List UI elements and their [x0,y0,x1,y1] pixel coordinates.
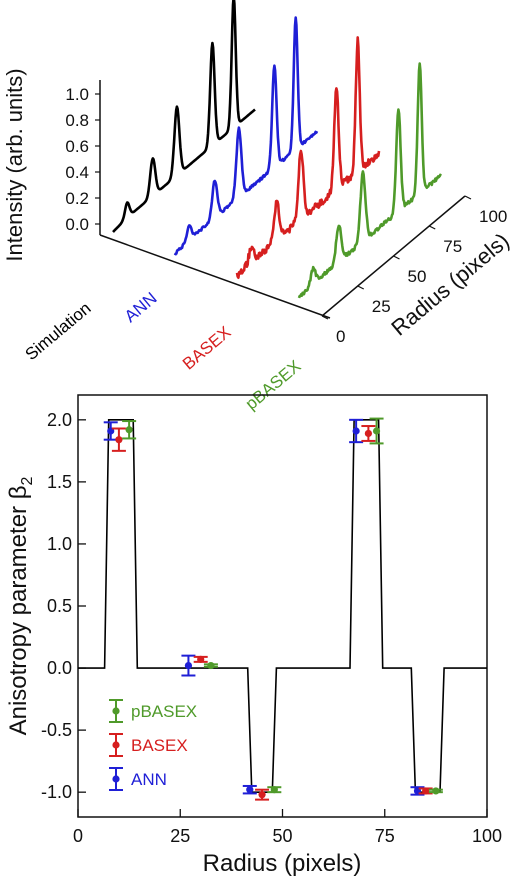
anisotropy-data-points [103,417,443,801]
waterfall-y-axis-title: Intensity (arb. units) [2,68,27,261]
x-axis-title: Radius (pixels) [203,850,362,877]
data-point-ann [103,421,118,441]
method-axis-line [99,234,331,319]
y-tick-label: -1.0 [41,782,72,802]
legend-item-pbasex: pBASEX [109,699,197,723]
data-point-ann [181,654,196,677]
data-point-ann [349,418,364,444]
anisotropy-chart: 0 25 50 75 100 -1.0 -0.5 0.0 0.5 1.0 1.5 2.0 pBASEX… [5,394,502,877]
data-point-basex [111,427,126,452]
y-tick-label: 0.0 [47,658,72,678]
y-tick-label: 0.5 [47,596,72,616]
y-tick-label: 2.0 [47,410,72,430]
data-point-pbasex [369,417,384,445]
series-line-ann [173,16,319,256]
y-axis-title-main: Anisotropy parameter β [5,485,32,735]
intensity-tick-label: 1.0 [65,85,89,104]
radius-tick-mark [464,195,472,200]
x-tick-label: 25 [170,826,190,846]
data-point-pbasex [428,787,443,795]
waterfall-radius-ticks: 0 25 50 75 100 [321,195,507,346]
legend-item-basex: BASEX [109,733,188,757]
intensity-tick-label: 0.4 [65,163,89,182]
series-line-simulation [112,0,256,233]
x-tick-label: 100 [472,826,502,846]
method-label-simulation: Simulation [22,299,95,365]
radius-tick-mark [357,285,365,290]
y-tick-label: 1.5 [47,472,72,492]
x-tick-label: 50 [272,826,292,846]
data-point-basex [361,425,376,442]
legend-item-ann: ANN [109,767,167,791]
data-point-pbasex [122,420,137,440]
data-point-pbasex [203,661,218,670]
method-label-basex: BASEX [179,323,235,374]
data-point-ann [242,784,257,795]
radius-tick-label: 0 [336,327,345,346]
radius-tick-mark [321,315,329,320]
radius-tick-label: 25 [372,297,391,316]
radius-tick-label: 100 [479,207,507,226]
waterfall-y-ticks: 0.0 0.2 0.4 0.6 0.8 1.0 [65,85,100,234]
legend-label: BASEX [131,736,188,755]
intensity-tick-label: 0.0 [65,215,89,234]
radius-tick-mark [393,255,400,260]
data-point-pbasex [267,786,282,794]
intensity-tick-label: 0.2 [65,189,89,208]
y-axis-title: Anisotropy parameter β2 [5,476,36,735]
radius-tick-label: 75 [443,237,462,256]
legend-label: ANN [131,770,167,789]
series-line-basex [235,36,381,279]
x-tick-label: 0 [73,826,83,846]
radius-tick-label: 50 [408,267,427,286]
y-axis-title-subscript: 2 [19,476,36,485]
waterfall-chart: 0.0 0.2 0.4 0.6 0.8 1.0 0 25 50 75 100 Simulation… [2,0,514,414]
data-point-basex [255,788,270,801]
anisotropy-axis-ticks: 0 25 50 75 100 -1.0 -0.5 0.0 0.5 1.0 1.5 2.0 [41,410,502,846]
waterfall-series-lines [112,0,442,299]
y-tick-label: 1.0 [47,534,72,554]
method-label-ann: ANN [121,289,161,327]
series-line-pbasex [297,62,442,299]
method-label-pbasex: pBASEX [242,357,305,414]
y-tick-label: -0.5 [41,720,72,740]
legend-label: pBASEX [131,702,197,721]
x-tick-label: 75 [375,826,395,846]
data-point-basex [193,655,208,663]
intensity-tick-label: 0.6 [65,137,89,156]
legend: pBASEX BASEX ANN [109,699,197,791]
data-point-basex [418,787,433,795]
radius-tick-mark [428,225,436,230]
intensity-tick-label: 0.8 [65,111,89,130]
